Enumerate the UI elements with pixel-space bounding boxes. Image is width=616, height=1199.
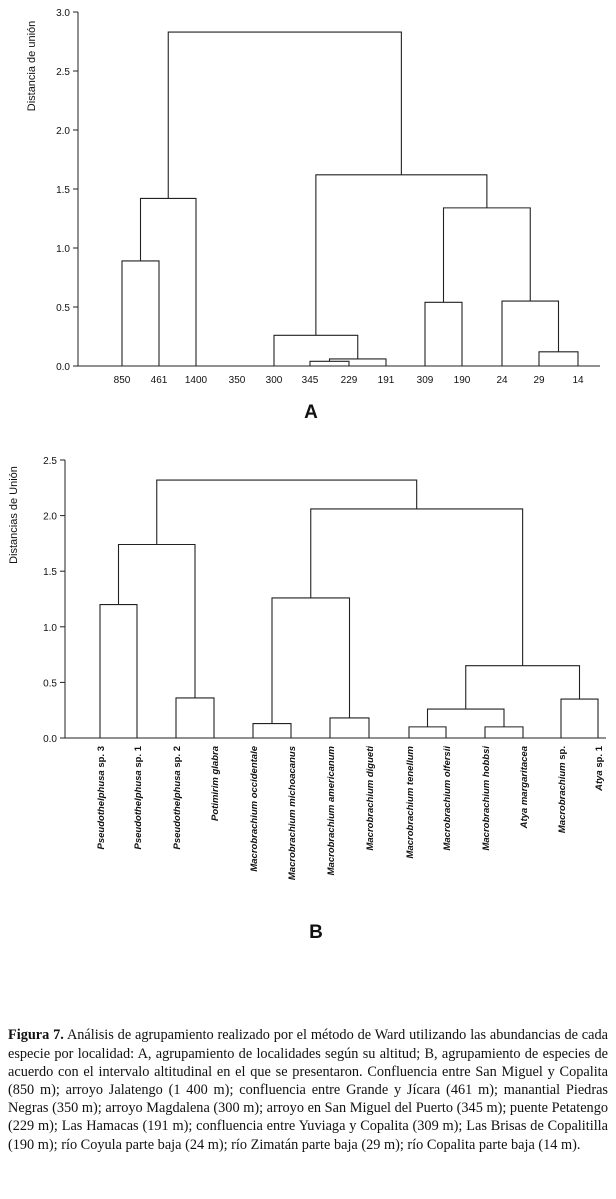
chart-b-panel-label: B (309, 922, 323, 943)
chart-a-y-tick-label: 0.5 (56, 303, 70, 314)
chart-b-cluster-link (465, 665, 581, 710)
chart-a-panel-label: A (304, 402, 318, 423)
chart-b-leaf-genus: Macrobrachium (557, 762, 568, 833)
chart-b-leaf-label: Pseudothelphusa sp. 2 (172, 746, 183, 849)
chart-b-cluster-link (156, 479, 418, 545)
chart-b-y-tick-label: 1.5 (43, 567, 57, 578)
chart-b-leaf-genus: Macrobrachium hobbsi (481, 746, 492, 851)
chart-b-leaf-label: Macrobrachium michoacanus (287, 746, 298, 880)
chart-b-leaf-label: Macrobrachium olfersii (442, 746, 453, 851)
chart-b-leaf-label: Potimirim glabra (210, 746, 221, 821)
chart-a-leaf-label: 229 (341, 375, 358, 386)
chart-a-leaf-label: 191 (378, 375, 395, 386)
chart-b-y-tick-label: 2.5 (43, 456, 57, 467)
chart-b-leaf-label: Macrobrachium sp. (557, 746, 568, 833)
chart-a-cluster-link (315, 174, 488, 336)
chart-b-leaf-genus: Macrobrachium olfersii (442, 746, 453, 851)
chart-a-y-tick-label: 0.0 (56, 362, 70, 373)
chart-b-leaf-genus: Macrobrachium occidentale (249, 745, 260, 871)
chart-b-cluster-link (271, 597, 351, 724)
chart-a-y-axis-label: Distancia de unión (26, 21, 38, 112)
chart-b-leaf-label: Pseudothelphusa sp. 1 (133, 745, 144, 849)
chart-b-y-axis-label: Distancias de Unión (8, 466, 20, 564)
chart-a-leaf-label: 300 (266, 375, 283, 386)
chart-b-leaf-suffix: sp. 1 (594, 745, 605, 770)
chart-a-leaf-label: 29 (533, 375, 545, 386)
chart-a-y-tick-label: 2.5 (56, 67, 70, 78)
chart-b-leaf-label: Macrobrachium americanum (326, 745, 337, 875)
chart-b-leaf-label: Macrobrachium tenellum (405, 745, 416, 858)
chart-a-cluster-link (442, 207, 531, 303)
chart-b-cluster-link (175, 697, 215, 738)
chart-b-leaf-label: Atya margaritacea (519, 746, 530, 829)
chart-b-leaf-genus: Macrobrachium michoacanus (287, 746, 298, 880)
chart-b-y-tick-label: 2.0 (43, 512, 57, 523)
chart-b-cluster-link (117, 543, 196, 698)
chart-b-cluster-link (252, 722, 292, 738)
chart-b-leaf-genus: Potimirim glabra (210, 746, 221, 821)
chart-a-cluster-link (139, 197, 197, 366)
chart-b-leaf-suffix: sp. 1 (133, 745, 144, 770)
chart-b-cluster-link (99, 604, 138, 738)
chart-b-leaf-genus: Atya (594, 770, 605, 792)
chart-b-leaf-label: Atya sp. 1 (594, 745, 605, 792)
chart-a-cluster-link (501, 300, 560, 366)
chart-a-leaf-label: 24 (496, 375, 508, 386)
chart-a-leaf-label: 461 (151, 375, 168, 386)
chart-b-leaf-genus: Pseudothelphusa (133, 770, 144, 849)
chart-b-leaf-suffix: sp. (557, 746, 568, 762)
chart-a-cluster-link (538, 351, 579, 366)
chart-a-y-tick-label: 1.5 (56, 185, 70, 196)
chart-a-cluster-link (328, 358, 387, 366)
chart-b-leaf-label: Macrobrachium occidentale (249, 745, 260, 871)
chart-b-cluster-link (408, 726, 447, 738)
chart-b-leaf-genus: Pseudothelphusa (172, 770, 183, 849)
chart-a-leaf-label: 345 (302, 375, 319, 386)
chart-a-leaf-label: 1400 (185, 375, 208, 386)
chart-a-y-tick-label: 2.0 (56, 126, 70, 137)
chart-b-leaf-genus: Macrobrachium digueti (365, 746, 376, 851)
chart-b-cluster-link (560, 698, 599, 738)
chart-a-leaf-label: 190 (454, 375, 471, 386)
dendrogram-b: 0.0 0.5 1.0 1.5 2.0 2.5 Distancias de Unión B Ps… (8, 456, 606, 943)
chart-a-y-tick-label: 3.0 (56, 8, 70, 19)
chart-b-cluster-link (426, 708, 505, 727)
chart-b-leaf-suffix: sp. 3 (96, 746, 107, 770)
dendrogram-a: 0.0 0.5 1.0 1.5 2.0 2.5 3.0 Distancia de unión A… (26, 8, 600, 423)
chart-a-leaf-label: 14 (572, 375, 584, 386)
chart-b-leaf-suffix: sp. 2 (172, 746, 183, 770)
chart-b-leaf-genus: Atya margaritacea (519, 746, 530, 829)
chart-b-cluster-link (310, 508, 524, 666)
chart-a-leaf-label: 309 (417, 375, 434, 386)
chart-b-y-tick-label: 0.0 (43, 734, 57, 745)
chart-a-cluster-link (121, 260, 160, 366)
chart-b-leaf-genus: Macrobrachium americanum (326, 745, 337, 875)
chart-b-leaf-genus: Pseudothelphusa (96, 770, 107, 849)
chart-a-y-tick-label: 1.0 (56, 244, 70, 255)
chart-b-y-tick-label: 1.0 (43, 623, 57, 634)
chart-a-cluster-link (167, 31, 402, 199)
chart-b-y-tick-label: 0.5 (43, 678, 57, 689)
figure-caption: Figura 7. Análisis de agrupamiento reali… (8, 1026, 608, 1153)
chart-a-leaf-label: 350 (229, 375, 246, 386)
chart-b-cluster-link (329, 717, 370, 738)
chart-b-cluster-link (484, 726, 524, 738)
chart-a-cluster-link (309, 360, 350, 366)
chart-a-cluster-link (424, 301, 463, 366)
chart-b-leaf-label: Pseudothelphusa sp. 3 (96, 746, 107, 849)
chart-b-leaf-label: Macrobrachium digueti (365, 746, 376, 851)
caption-label: Figura 7. (8, 1027, 64, 1044)
chart-b-leaf-label: Macrobrachium hobbsi (481, 746, 492, 851)
caption-text: Análisis de agrupamiento realizado por e… (8, 1027, 608, 1153)
chart-b-leaf-genus: Macrobrachium tenellum (405, 745, 416, 858)
chart-a-leaf-label: 850 (114, 375, 131, 386)
